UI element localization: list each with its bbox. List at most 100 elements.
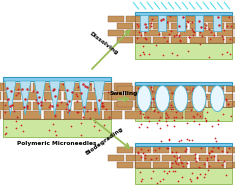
Point <box>205 110 209 113</box>
Bar <box>135 101 151 107</box>
Bar <box>171 23 187 29</box>
Point <box>138 170 142 173</box>
Polygon shape <box>35 81 46 115</box>
Point <box>20 93 24 96</box>
Polygon shape <box>94 81 105 115</box>
Bar <box>104 111 122 119</box>
Ellipse shape <box>137 85 151 112</box>
Point <box>159 139 163 142</box>
Bar <box>180 155 196 161</box>
Bar <box>190 147 206 153</box>
Bar <box>199 155 215 161</box>
Point <box>4 132 8 135</box>
Point <box>141 51 144 54</box>
Point <box>159 95 162 98</box>
Bar <box>217 16 233 22</box>
Bar <box>135 85 232 107</box>
Point <box>142 116 146 119</box>
Bar <box>84 92 102 100</box>
Point <box>75 100 79 103</box>
Bar <box>64 111 82 119</box>
Point <box>191 30 195 33</box>
Point <box>165 171 169 174</box>
Point <box>165 39 169 42</box>
Point <box>154 157 158 160</box>
Point <box>174 34 178 37</box>
Point <box>143 98 147 101</box>
Point <box>152 108 156 111</box>
Point <box>165 123 169 126</box>
Bar <box>171 101 187 107</box>
Point <box>207 152 211 155</box>
Bar <box>177 15 185 31</box>
Point <box>102 123 106 126</box>
Point <box>97 128 101 131</box>
Point <box>95 101 99 104</box>
Point <box>226 102 230 105</box>
Point <box>184 88 188 91</box>
Bar <box>13 102 31 109</box>
Bar <box>190 101 206 107</box>
Point <box>203 27 207 30</box>
Bar <box>208 37 224 43</box>
Point <box>43 98 47 101</box>
Bar <box>43 92 61 100</box>
Point <box>7 86 11 89</box>
Point <box>177 35 181 38</box>
Point <box>143 36 147 39</box>
Point <box>35 98 39 101</box>
Point <box>88 116 92 119</box>
Point <box>190 109 193 112</box>
Point <box>149 21 153 24</box>
Bar <box>135 107 232 121</box>
Point <box>15 115 19 119</box>
Bar <box>84 111 102 119</box>
Point <box>176 163 180 166</box>
Point <box>229 115 233 118</box>
Point <box>49 84 53 88</box>
Bar <box>135 162 151 168</box>
Point <box>15 119 18 122</box>
Point <box>191 87 195 90</box>
Bar <box>135 23 151 29</box>
Text: Dissolving: Dissolving <box>89 31 119 55</box>
Point <box>179 161 183 164</box>
Point <box>185 121 189 124</box>
Point <box>216 146 220 149</box>
Point <box>183 150 186 153</box>
Polygon shape <box>20 81 31 115</box>
Bar <box>145 92 163 100</box>
Point <box>220 150 223 153</box>
Bar <box>135 37 151 43</box>
Bar <box>153 162 169 168</box>
Point <box>92 125 96 128</box>
Point <box>67 110 70 113</box>
Point <box>20 90 24 93</box>
Point <box>163 25 167 28</box>
Point <box>81 116 85 119</box>
Point <box>186 49 189 52</box>
Point <box>163 99 167 102</box>
Bar <box>108 16 124 22</box>
Point <box>85 109 89 112</box>
Point <box>209 31 213 34</box>
Point <box>170 108 173 111</box>
Point <box>53 113 57 116</box>
Bar <box>3 81 111 119</box>
Bar <box>43 111 61 119</box>
Point <box>161 177 165 180</box>
Point <box>204 24 208 27</box>
Bar <box>155 102 173 109</box>
Point <box>162 88 166 91</box>
Point <box>207 164 211 167</box>
Ellipse shape <box>174 85 188 112</box>
Point <box>136 36 139 39</box>
Bar <box>195 15 203 31</box>
Bar <box>135 146 232 168</box>
Point <box>138 109 142 112</box>
Point <box>209 89 212 92</box>
Point <box>137 92 141 95</box>
Bar <box>117 37 133 43</box>
Point <box>136 150 140 153</box>
Point <box>147 120 151 123</box>
